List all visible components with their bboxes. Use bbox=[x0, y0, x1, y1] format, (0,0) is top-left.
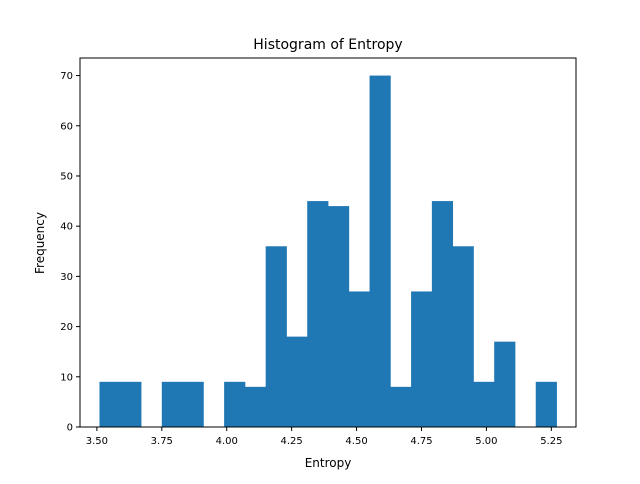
histogram-bar bbox=[307, 201, 329, 427]
x-tick-label: 3.75 bbox=[151, 436, 173, 447]
histogram-bar bbox=[369, 75, 391, 427]
x-axis: 3.50 3.75 4.00 4.25 4.50 4.75 5.00 5.25 bbox=[86, 427, 562, 447]
y-tick-label: 10 bbox=[60, 372, 73, 383]
histogram-bar bbox=[161, 381, 183, 427]
histogram-bar bbox=[224, 381, 246, 427]
x-tick-label: 5.00 bbox=[475, 436, 497, 447]
histogram-bar bbox=[328, 206, 350, 427]
histogram-bar bbox=[348, 291, 370, 427]
histogram-bar bbox=[494, 341, 516, 427]
histogram-bar bbox=[390, 386, 412, 427]
y-tick-label: 0 bbox=[67, 423, 73, 434]
y-axis-label: Frequency bbox=[33, 212, 47, 274]
bars-layer bbox=[99, 75, 557, 427]
y-axis: 0 10 20 30 40 50 60 70 bbox=[60, 71, 80, 434]
y-tick-label: 30 bbox=[60, 272, 73, 283]
histogram-bar bbox=[535, 381, 557, 427]
y-tick-label: 60 bbox=[60, 121, 73, 132]
histogram-bar bbox=[120, 381, 142, 427]
y-tick-label: 50 bbox=[60, 171, 73, 182]
x-tick-label: 5.25 bbox=[540, 436, 562, 447]
histogram-bar bbox=[244, 386, 267, 427]
histogram-bar bbox=[473, 381, 495, 427]
chart-title: Histogram of Entropy bbox=[253, 37, 402, 53]
histogram-bar bbox=[182, 381, 204, 427]
histogram-bar bbox=[411, 291, 433, 427]
x-tick-label: 4.50 bbox=[345, 436, 367, 447]
y-tick-label: 20 bbox=[60, 322, 73, 333]
x-axis-label: Entropy bbox=[305, 456, 352, 470]
y-tick-label: 70 bbox=[60, 71, 73, 82]
x-tick-label: 3.50 bbox=[86, 436, 108, 447]
histogram-bar bbox=[431, 201, 454, 427]
x-tick-label: 4.75 bbox=[410, 436, 432, 447]
histogram-bar bbox=[99, 381, 121, 427]
histogram-bar bbox=[286, 336, 308, 427]
histogram-bar bbox=[265, 246, 287, 427]
y-tick-label: 40 bbox=[60, 222, 73, 233]
histogram-bar bbox=[452, 246, 474, 427]
x-tick-label: 4.00 bbox=[216, 436, 238, 447]
plot-frame bbox=[79, 57, 577, 428]
x-tick-label: 4.25 bbox=[281, 436, 303, 447]
